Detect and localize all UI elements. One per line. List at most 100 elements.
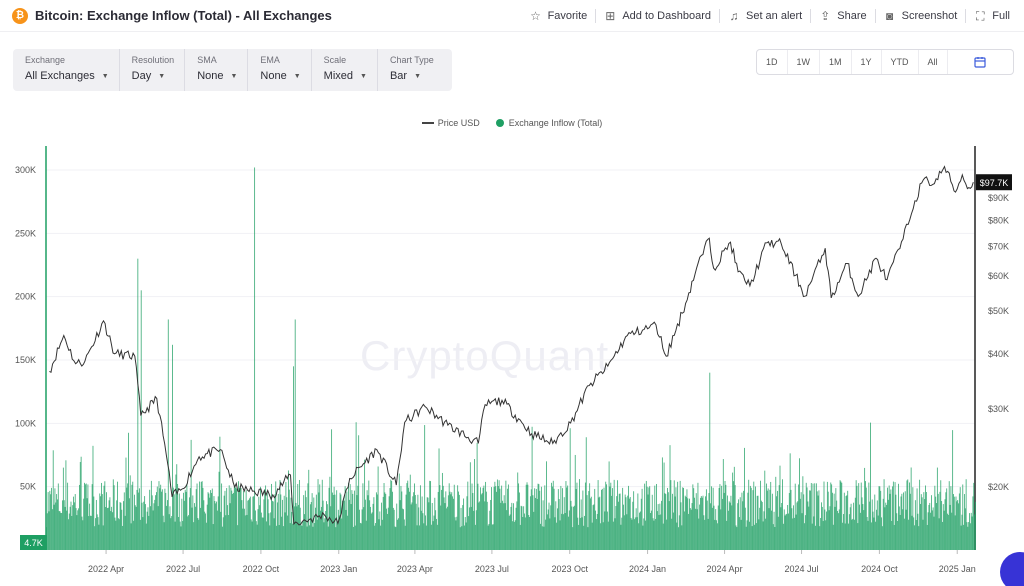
inflow-bar	[171, 516, 173, 550]
inflow-bar	[508, 515, 510, 550]
sma-select[interactable]: SMA None ▼	[185, 49, 249, 91]
inflow-bar	[496, 479, 498, 550]
inflow-bar	[272, 501, 274, 550]
legend-inflow[interactable]: Exchange Inflow (Total)	[495, 118, 602, 128]
inflow-bar	[466, 496, 468, 550]
inflow-bar	[271, 500, 273, 550]
inflow-bar	[523, 506, 525, 550]
inflow-bar	[312, 526, 314, 550]
inflow-bar	[395, 527, 397, 550]
y2-tick-label: $60K	[988, 271, 1009, 281]
inflow-bar	[451, 492, 453, 550]
inflow-bar	[920, 494, 922, 550]
chart-type-select[interactable]: Chart Type Bar ▼	[378, 49, 444, 91]
inflow-bar	[515, 507, 517, 550]
inflow-bar	[947, 514, 949, 550]
inflow-bar	[89, 503, 91, 550]
set-alert-button[interactable]: ♫ Set an alert	[720, 0, 810, 32]
inflow-bar	[370, 506, 371, 550]
x-tick-label: 2024 Oct	[861, 564, 898, 574]
inflow-bar	[199, 507, 201, 550]
exchange-select[interactable]: Exchange All Exchanges ▼	[13, 49, 120, 91]
inflow-bar	[593, 504, 595, 550]
inflow-bar	[446, 508, 448, 550]
inflow-bar	[532, 495, 534, 550]
inflow-bar	[667, 492, 669, 550]
range-1w-button[interactable]: 1W	[788, 50, 821, 74]
inflow-bar	[277, 493, 279, 550]
control-value: None	[260, 70, 287, 82]
inflow-bar	[950, 486, 952, 550]
inflow-bar	[411, 502, 413, 550]
inflow-bar	[809, 490, 811, 550]
inflow-bar	[386, 508, 388, 550]
inflow-bar	[371, 512, 373, 550]
inflow-bar	[932, 507, 934, 550]
inflow-bar	[881, 517, 882, 550]
range-1m-button[interactable]: 1M	[820, 50, 852, 74]
calendar-icon[interactable]	[948, 50, 1013, 74]
inflow-bar	[754, 524, 756, 550]
scale-select[interactable]: Scale Mixed ▼	[312, 49, 378, 91]
inflow-bar	[324, 518, 326, 550]
inflow-bar	[107, 507, 109, 550]
inflow-bar	[341, 518, 343, 550]
inflow-bar	[241, 500, 243, 550]
exchange-inflow-chart[interactable]: 50K 100K 150K 200K 250K 300K $20K $30K $40K $50K $…	[0, 140, 1024, 586]
y2-tick-label: $50K	[988, 306, 1009, 316]
inflow-bar	[630, 517, 632, 550]
inflow-bar	[472, 493, 474, 550]
inflow-bar	[753, 481, 755, 550]
fullscreen-button[interactable]: ⛶ Full	[966, 0, 1018, 32]
inflow-bar	[634, 519, 635, 550]
screenshot-button[interactable]: ◙ Screenshot	[876, 0, 966, 32]
inflow-bar	[410, 504, 412, 550]
inflow-bar	[858, 483, 860, 550]
inflow-bar	[572, 527, 574, 550]
bitcoin-icon: ₿	[12, 7, 28, 24]
legend-price[interactable]: Price USD	[421, 118, 480, 128]
inflow-bar	[919, 479, 921, 550]
range-ytd-button[interactable]: YTD	[882, 50, 919, 74]
inflow-bar	[304, 514, 305, 550]
inflow-bar	[111, 506, 113, 550]
inflow-bar	[887, 487, 888, 550]
chevron-down-icon: ▼	[101, 72, 109, 80]
inflow-bar	[939, 491, 941, 550]
inflow-bar	[576, 482, 578, 550]
inflow-bar	[267, 499, 269, 550]
inflow-bar	[969, 523, 971, 550]
share-button[interactable]: ⇪ Share	[811, 0, 874, 32]
inflow-bar	[620, 524, 622, 550]
inflow-bar	[745, 526, 747, 550]
inflow-bar	[941, 501, 943, 550]
inflow-bar	[484, 501, 486, 550]
inflow-bar	[101, 482, 102, 550]
inflow-bar	[821, 502, 822, 550]
inflow-bar	[127, 483, 129, 550]
ema-select[interactable]: EMA None ▼	[248, 49, 312, 91]
inflow-bar	[83, 498, 85, 550]
inflow-bar	[86, 498, 88, 550]
inflow-bar	[393, 509, 395, 550]
range-1y-button[interactable]: 1Y	[852, 50, 882, 74]
inflow-bar	[682, 487, 684, 550]
inflow-bar	[622, 487, 624, 550]
inflow-bar	[661, 457, 663, 550]
range-1d-button[interactable]: 1D	[757, 50, 788, 74]
inflow-bar	[716, 523, 718, 550]
favorite-button[interactable]: ☆ Favorite	[522, 0, 596, 32]
resolution-select[interactable]: Resolution Day ▼	[120, 49, 186, 91]
inflow-bar	[221, 483, 223, 550]
add-to-dashboard-button[interactable]: ⊞ Add to Dashboard	[596, 0, 719, 32]
inflow-bar	[184, 489, 186, 550]
inflow-bar	[141, 502, 143, 550]
inflow-bar	[903, 492, 904, 550]
inflow-bar	[92, 445, 94, 550]
range-all-button[interactable]: All	[919, 50, 948, 74]
inflow-bar	[892, 486, 893, 550]
inflow-bar	[535, 488, 537, 550]
inflow-bar	[552, 480, 554, 550]
inflow-bar	[877, 515, 879, 550]
inflow-bar	[678, 527, 679, 550]
